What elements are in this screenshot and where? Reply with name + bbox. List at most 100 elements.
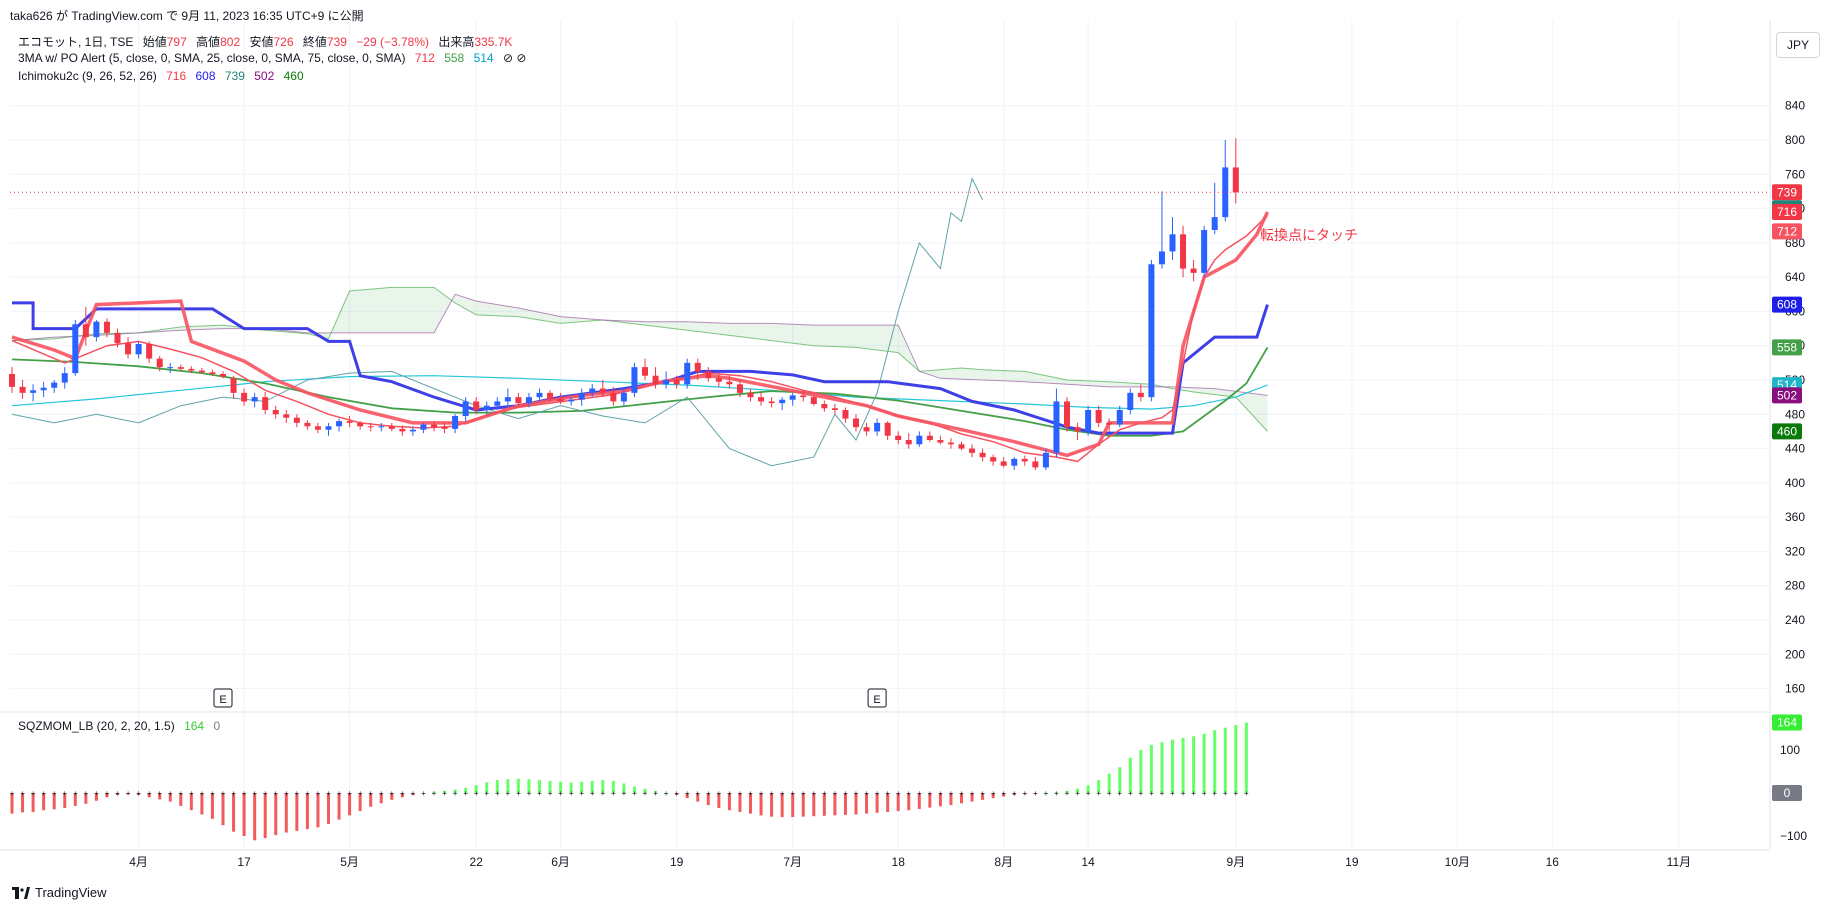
momentum-cross: + — [906, 789, 911, 798]
momentum-bar — [527, 779, 531, 793]
momentum-cross: + — [1086, 789, 1091, 798]
legend-ma-row[interactable]: 3MA w/ PO Alert (5, close, 0, SMA, 25, c… — [18, 51, 526, 65]
candle-body — [768, 401, 775, 404]
momentum-bar — [421, 793, 425, 794]
candle-body — [462, 401, 469, 416]
momentum-cross: + — [242, 789, 247, 798]
candle-body — [663, 380, 670, 385]
momentum-bar — [221, 793, 225, 826]
candle-body — [1232, 167, 1239, 193]
candle-body — [30, 390, 37, 393]
legend-high: 802 — [220, 35, 241, 49]
candle-body — [842, 410, 849, 419]
earnings-marker-label: E — [219, 694, 226, 706]
momentum-bar — [770, 793, 774, 817]
momentum-cross: + — [326, 789, 331, 798]
momentum-cross: + — [822, 789, 827, 798]
legend-ma-v3: 514 — [473, 51, 494, 65]
momentum-cross: + — [147, 789, 152, 798]
candle-body — [1137, 392, 1144, 398]
price-badge-0 — [1772, 184, 1802, 201]
momentum-bar — [538, 780, 541, 793]
momentum-bar — [337, 793, 341, 820]
momentum-bar — [1012, 793, 1016, 796]
legend-ma-name: 3MA w/ PO Alert (5, close, 0, SMA, 25, c… — [18, 51, 406, 65]
candle-body — [895, 435, 902, 440]
momentum-bar — [1076, 788, 1080, 793]
momentum-cross: + — [189, 789, 194, 798]
candle-body — [198, 370, 205, 373]
candle-body — [1000, 461, 1007, 466]
candle-body — [705, 371, 712, 379]
momentum-bar — [232, 793, 236, 832]
momentum-cross: + — [400, 789, 405, 798]
momentum-cross: + — [917, 789, 922, 798]
momentum-cross: + — [1202, 789, 1207, 798]
momentum-bar — [938, 793, 942, 807]
momentum-bar — [506, 779, 510, 793]
momentum-cross: + — [411, 789, 416, 798]
candle-body — [758, 397, 765, 402]
candle-body — [631, 367, 638, 393]
legend-ichimoku-row[interactable]: Ichimoku2c (9, 26, 52, 26) 716 608 739 5… — [18, 69, 304, 83]
price-badge-2 — [1772, 204, 1802, 220]
candle-body — [1190, 268, 1197, 273]
momentum-bar — [896, 793, 900, 812]
legend-ma-v2: 558 — [444, 51, 465, 65]
candle-body — [589, 388, 596, 393]
currency-button[interactable]: JPY — [1776, 32, 1820, 58]
candle-body — [420, 424, 427, 430]
momentum-bar — [685, 793, 689, 799]
candle-body — [357, 422, 364, 427]
momentum-cross: + — [674, 789, 679, 798]
momentum-cross: + — [1075, 789, 1080, 798]
price-tick-label: 240 — [1785, 613, 1805, 627]
candle-body — [821, 404, 828, 409]
momentum-bar — [706, 793, 710, 806]
legend-ichimoku-v3: 739 — [224, 69, 245, 83]
momentum-bar — [611, 780, 615, 793]
candle-body — [399, 428, 406, 432]
momentum-cross: + — [1044, 789, 1049, 798]
momentum-bar — [1044, 793, 1048, 794]
momentum-cross: + — [463, 789, 468, 798]
momentum-cross: + — [1181, 789, 1186, 798]
candle-body — [304, 422, 311, 427]
momentum-bar — [854, 793, 858, 815]
momentum-bar — [780, 793, 784, 818]
momentum-cross: + — [896, 789, 901, 798]
candle-body — [494, 401, 501, 406]
momentum-bar — [274, 793, 278, 836]
candle-body — [726, 381, 733, 385]
momentum-bar — [10, 793, 14, 814]
candle-body — [314, 426, 321, 430]
tradingview-logo[interactable]: TradingView — [12, 885, 107, 900]
momentum-cross: + — [706, 789, 711, 798]
momentum-bar — [31, 793, 35, 812]
momentum-bar — [907, 793, 911, 811]
candle-body — [874, 422, 881, 432]
momentum-bar — [1160, 742, 1164, 793]
momentum-bar — [1234, 725, 1238, 793]
momentum-cross: + — [316, 789, 321, 798]
candle-body — [61, 373, 68, 383]
momentum-bar — [675, 793, 679, 796]
price-badge-label: 502 — [1777, 388, 1797, 402]
candle-body — [599, 388, 606, 393]
momentum-bar — [126, 793, 130, 795]
candle-body — [916, 435, 923, 445]
momentum-cross: + — [1212, 789, 1217, 798]
legend-sqz-row[interactable]: SQZMOM_LB (20, 2, 20, 1.5) 164 0 — [18, 719, 220, 733]
momentum-cross: + — [1054, 789, 1059, 798]
momentum-bar — [369, 793, 373, 807]
candle-body — [568, 399, 575, 402]
momentum-cross: + — [115, 789, 120, 798]
price-badge-9 — [1772, 714, 1802, 731]
candle-body — [220, 374, 226, 377]
candle-body — [863, 427, 870, 432]
momentum-bar — [727, 793, 731, 811]
momentum-cross: + — [347, 789, 352, 798]
momentum-bar — [73, 793, 77, 806]
candle-body — [884, 422, 891, 436]
